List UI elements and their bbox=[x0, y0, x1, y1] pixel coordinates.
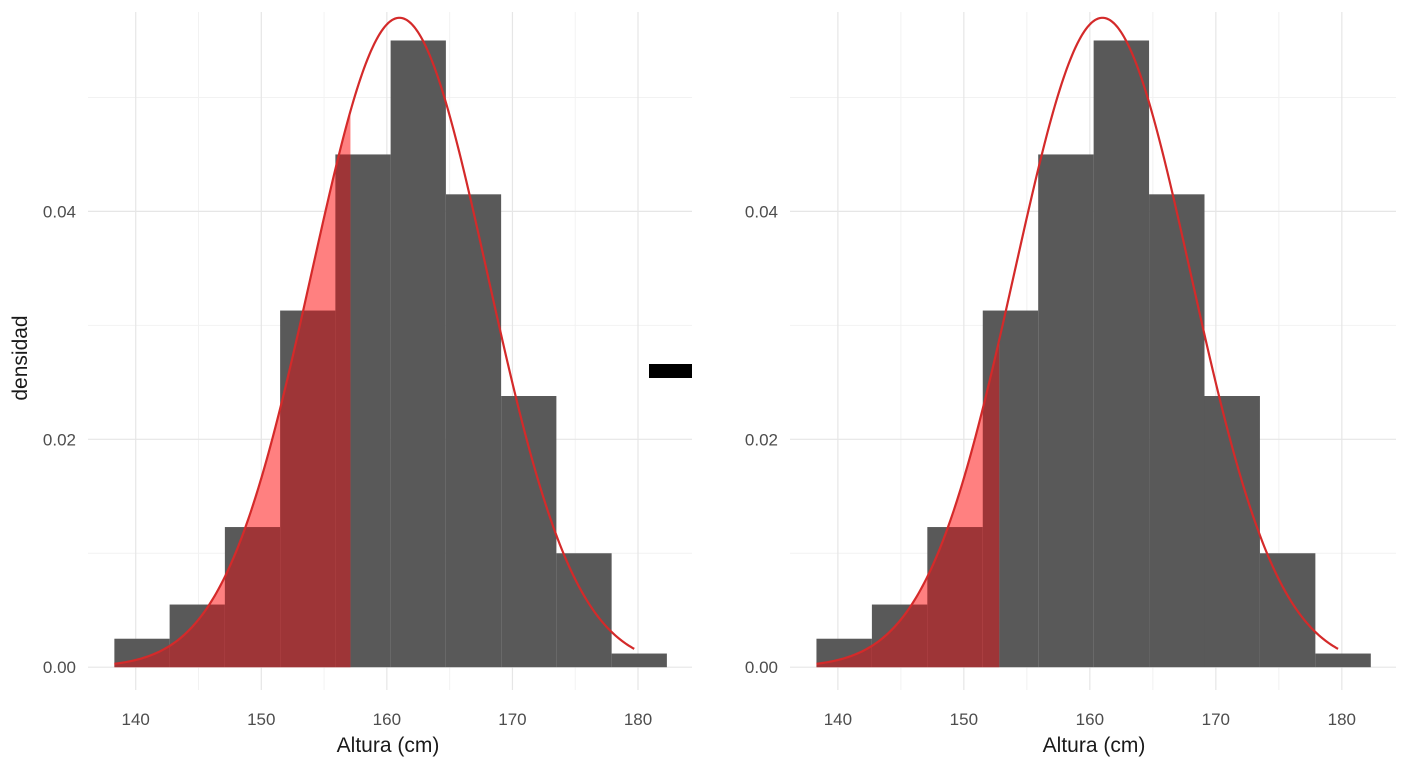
histogram-bar bbox=[1204, 396, 1260, 668]
histogram-bar bbox=[1315, 653, 1371, 668]
y-tick-label: 0.04 bbox=[43, 202, 76, 221]
y-tick-label: 0.00 bbox=[43, 658, 76, 677]
histogram-bar bbox=[390, 40, 446, 668]
histogram-bar bbox=[611, 653, 667, 668]
x-tick-label: 170 bbox=[1202, 710, 1230, 729]
x-tick-label: 180 bbox=[624, 710, 652, 729]
shaded-bar-overlap bbox=[335, 154, 351, 668]
x-tick-label: 140 bbox=[824, 710, 852, 729]
density-curve bbox=[114, 16, 635, 665]
histogram-bar bbox=[501, 396, 557, 668]
histogram-bar bbox=[445, 194, 502, 668]
x-tick-label: 180 bbox=[1328, 710, 1356, 729]
histogram-bar bbox=[1149, 194, 1205, 668]
y-tick-label: 0.00 bbox=[745, 658, 778, 677]
x-tick-label: 150 bbox=[950, 710, 978, 729]
histogram-bar bbox=[1259, 553, 1316, 668]
y-tick-label: 0.04 bbox=[745, 202, 778, 221]
y-tick-label: 0.02 bbox=[745, 430, 778, 449]
shaded-bar-overlap bbox=[982, 340, 1000, 668]
x-tick-label: 160 bbox=[373, 710, 401, 729]
histogram-bar bbox=[1038, 154, 1094, 668]
density-curve bbox=[816, 16, 1339, 665]
x-axis-title: Altura (cm) bbox=[337, 734, 440, 757]
minus-sign bbox=[649, 364, 692, 378]
histogram-bar bbox=[556, 553, 612, 668]
histogram-bar bbox=[1093, 40, 1150, 668]
x-tick-label: 150 bbox=[247, 710, 275, 729]
x-axis-title: Altura (cm) bbox=[1043, 734, 1146, 757]
y-tick-label: 0.02 bbox=[43, 430, 76, 449]
y-axis-title: densidad bbox=[9, 315, 32, 400]
x-tick-label: 140 bbox=[122, 710, 150, 729]
x-tick-label: 160 bbox=[1076, 710, 1104, 729]
x-tick-label: 170 bbox=[498, 710, 526, 729]
